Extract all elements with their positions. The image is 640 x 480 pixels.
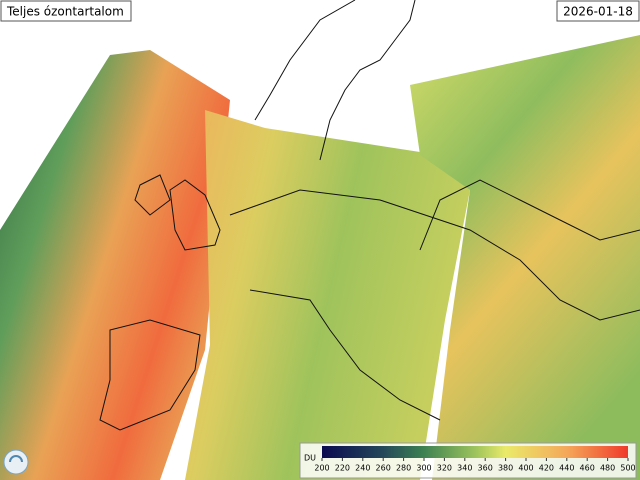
colorbar-gradient <box>322 446 628 458</box>
logo-mark <box>9 455 23 463</box>
colorbar-tick-label: 200 <box>314 464 329 473</box>
colorbar-tick-label: 360 <box>478 464 493 473</box>
colorbar-tick-label: 460 <box>580 464 595 473</box>
colorbar-tick-label: 480 <box>600 464 615 473</box>
data-swath <box>185 110 470 480</box>
colorbar-tick-label: 500 <box>620 464 635 473</box>
date: 2026-01-18 <box>563 5 633 19</box>
colorbar-tick-label: 400 <box>518 464 533 473</box>
data-swath <box>0 50 230 480</box>
colorbar-tick-label: 300 <box>416 464 431 473</box>
colorbar-tick-label: 240 <box>355 464 370 473</box>
title-box <box>0 0 132 22</box>
data-swath <box>410 35 640 480</box>
date-box <box>556 0 640 22</box>
colorbar-tick-label: 260 <box>376 464 391 473</box>
logo <box>3 449 29 475</box>
colorbar-tick-label: 340 <box>457 464 472 473</box>
title: Teljes ózontartalom <box>6 5 124 19</box>
coastlines <box>99 0 640 431</box>
colorbar-tick-label: 380 <box>498 464 513 473</box>
colorbar-tick-label: 440 <box>559 464 574 473</box>
colorbar-tick-label: 220 <box>335 464 350 473</box>
colorbar-tick-label: 420 <box>539 464 554 473</box>
colorbar-tick-label: 280 <box>396 464 411 473</box>
colorbar: DU 200 220 240 260 280 300 320 340 360 380 400 420 4… <box>299 442 637 479</box>
colorbar-unit: DU <box>304 454 316 463</box>
colorbar-tick-label: 320 <box>437 464 452 473</box>
